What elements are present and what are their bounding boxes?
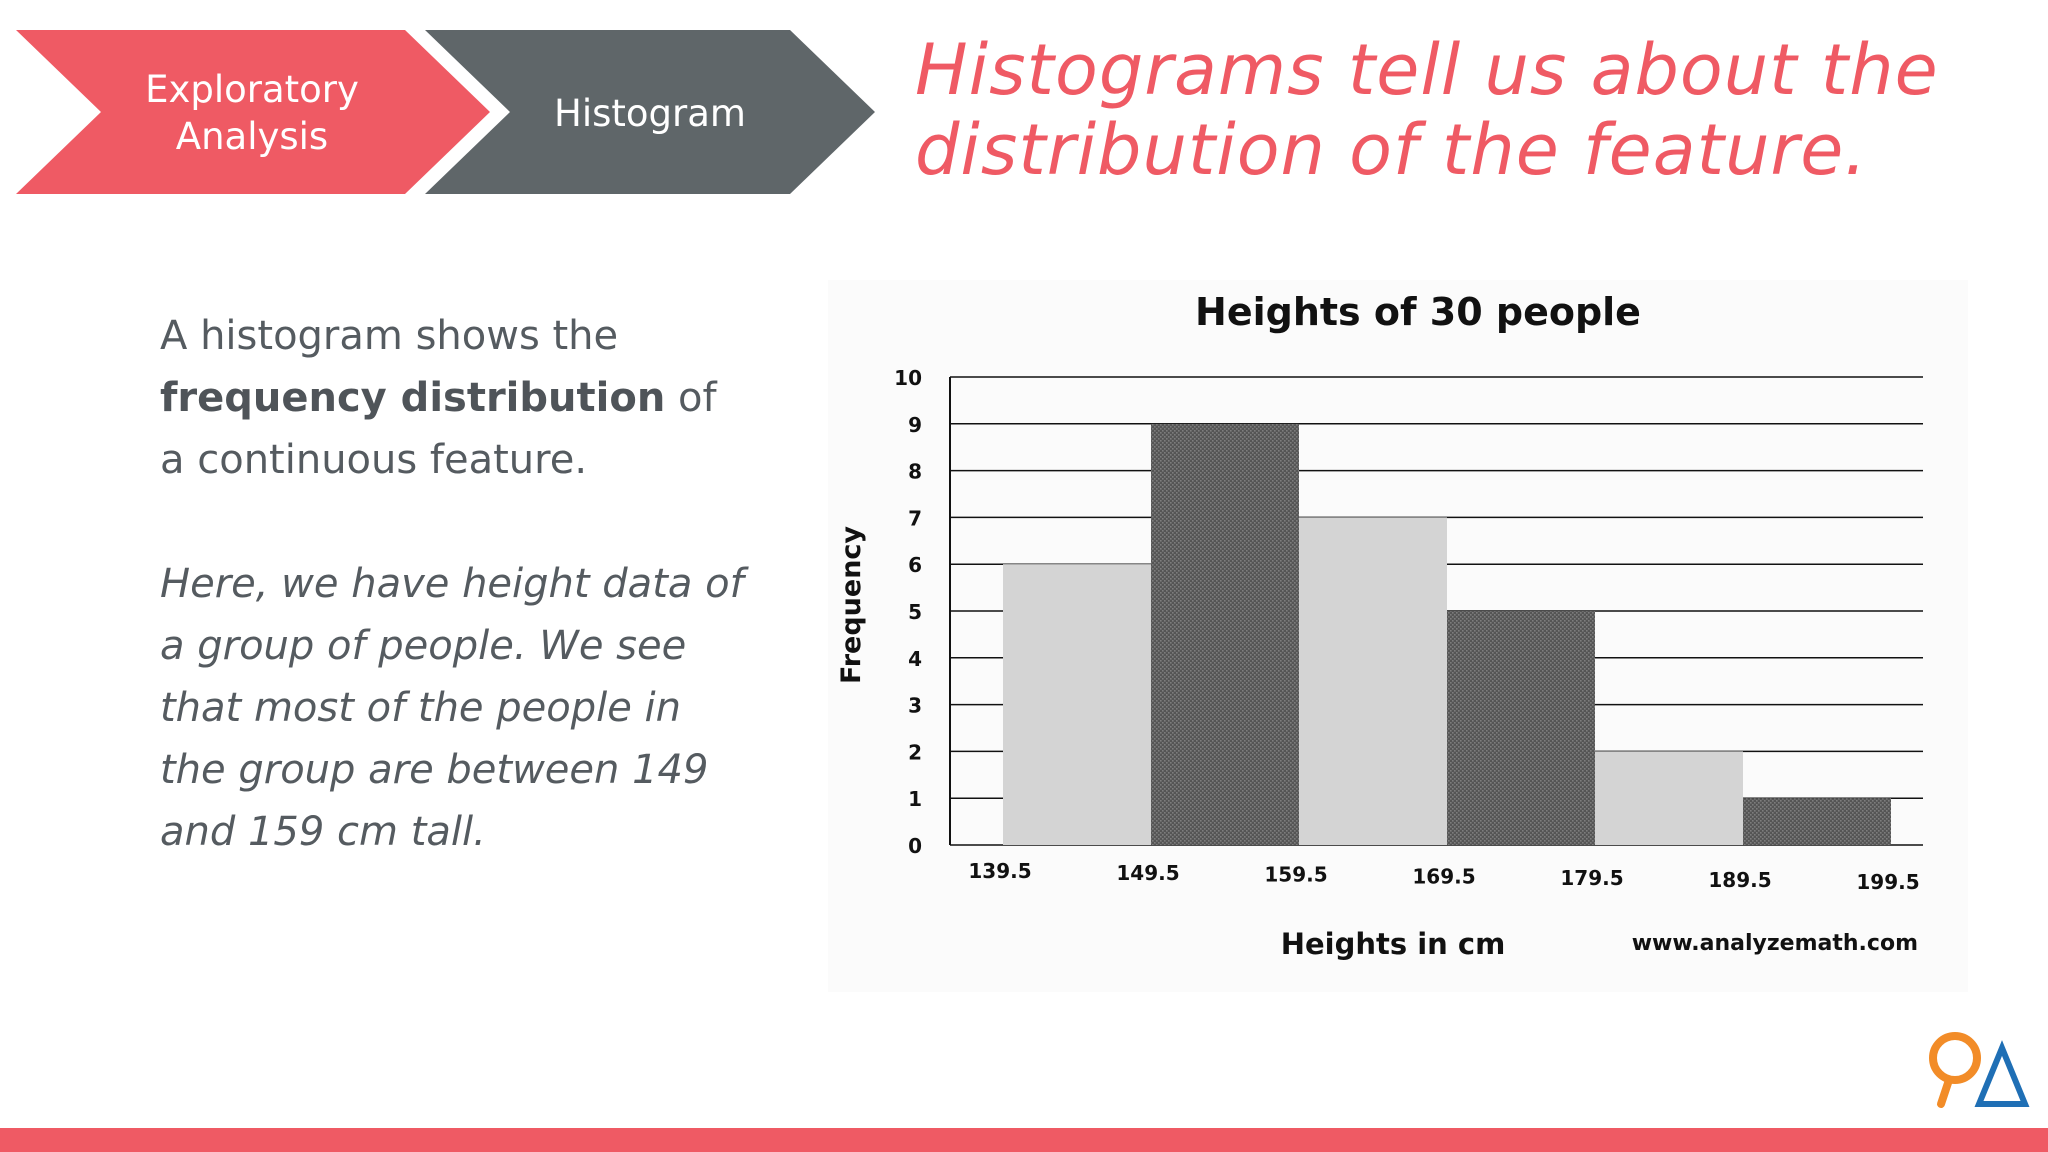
- breadcrumb: [16, 30, 875, 194]
- para1-prefix: A histogram shows the: [160, 313, 619, 359]
- x-tick-label: 199.5: [1856, 870, 1919, 894]
- bottom-accent-bar: [0, 1128, 2048, 1152]
- histogram-bar: [1151, 423, 1299, 845]
- logo: [1929, 1032, 2030, 1108]
- chart-panel: Heights of 30 people 0 1 2 3 4 5 6 7 8 9 10 139.5 1…: [828, 280, 1968, 992]
- histogram-bar: [1743, 798, 1891, 845]
- breadcrumb-step-histogram: [425, 30, 875, 194]
- breadcrumb-step-exploratory-line1: Exploratory: [145, 68, 359, 111]
- breadcrumb-step-exploratory: [16, 30, 490, 194]
- body-paragraph-1: A histogram shows the frequency distribu…: [160, 305, 750, 491]
- y-tick-label: 0: [908, 834, 922, 858]
- logo-delta-icon: [1974, 1040, 2030, 1107]
- breadcrumb-step-histogram-label: Histogram: [554, 92, 746, 135]
- x-tick-label: 149.5: [1116, 861, 1179, 885]
- y-tick-label: 3: [908, 694, 922, 718]
- x-tick-label: 169.5: [1412, 864, 1475, 888]
- y-tick-label: 6: [908, 553, 922, 577]
- para1-bold: frequency distribution: [160, 375, 666, 421]
- y-axis-label: Frequency: [836, 526, 867, 684]
- x-axis-label: Heights in cm: [1281, 927, 1506, 961]
- body-copy: A histogram shows the frequency distribu…: [160, 305, 750, 863]
- y-axis-ticks: 0 1 2 3 4 5 6 7 8 9 10: [894, 366, 922, 858]
- histogram-bar: [1003, 564, 1151, 845]
- x-tick-label: 189.5: [1708, 868, 1771, 892]
- y-tick-label: 9: [908, 413, 922, 437]
- histogram-bars: [1003, 423, 1891, 845]
- x-tick-label: 179.5: [1560, 866, 1623, 890]
- y-tick-label: 8: [908, 460, 922, 484]
- slide-headline: Histograms tell us about the distributio…: [915, 29, 1939, 191]
- x-tick-label: 159.5: [1264, 863, 1327, 887]
- y-tick-label: 5: [908, 600, 922, 624]
- x-axis-ticks: 139.5 149.5 159.5 169.5 179.5 189.5 199.5: [968, 859, 1919, 894]
- breadcrumb-step-exploratory-label: Exploratory Analysis: [112, 66, 392, 160]
- y-tick-label: 4: [908, 647, 922, 671]
- chart-title: Heights of 30 people: [1195, 290, 1641, 334]
- y-tick-label: 1: [908, 787, 922, 811]
- histogram-bar: [1299, 517, 1447, 845]
- y-tick-label: 2: [908, 740, 922, 764]
- histogram-bar: [1447, 611, 1595, 845]
- para1-suffix: of a continuous feature.: [160, 375, 717, 483]
- chart-source: www.analyzemath.com: [1632, 931, 1918, 956]
- histogram-bar: [1595, 751, 1743, 845]
- x-tick-label: 139.5: [968, 859, 1031, 883]
- body-paragraph-2: Here, we have height data of a group of …: [160, 561, 744, 855]
- y-tick-label: 7: [908, 506, 922, 530]
- y-tick-label: 10: [894, 366, 922, 390]
- logo-magnifier-handle: [1937, 1076, 1953, 1108]
- logo-magnifier-icon: [1929, 1032, 1981, 1084]
- breadcrumb-step-exploratory-line2: Analysis: [175, 115, 329, 158]
